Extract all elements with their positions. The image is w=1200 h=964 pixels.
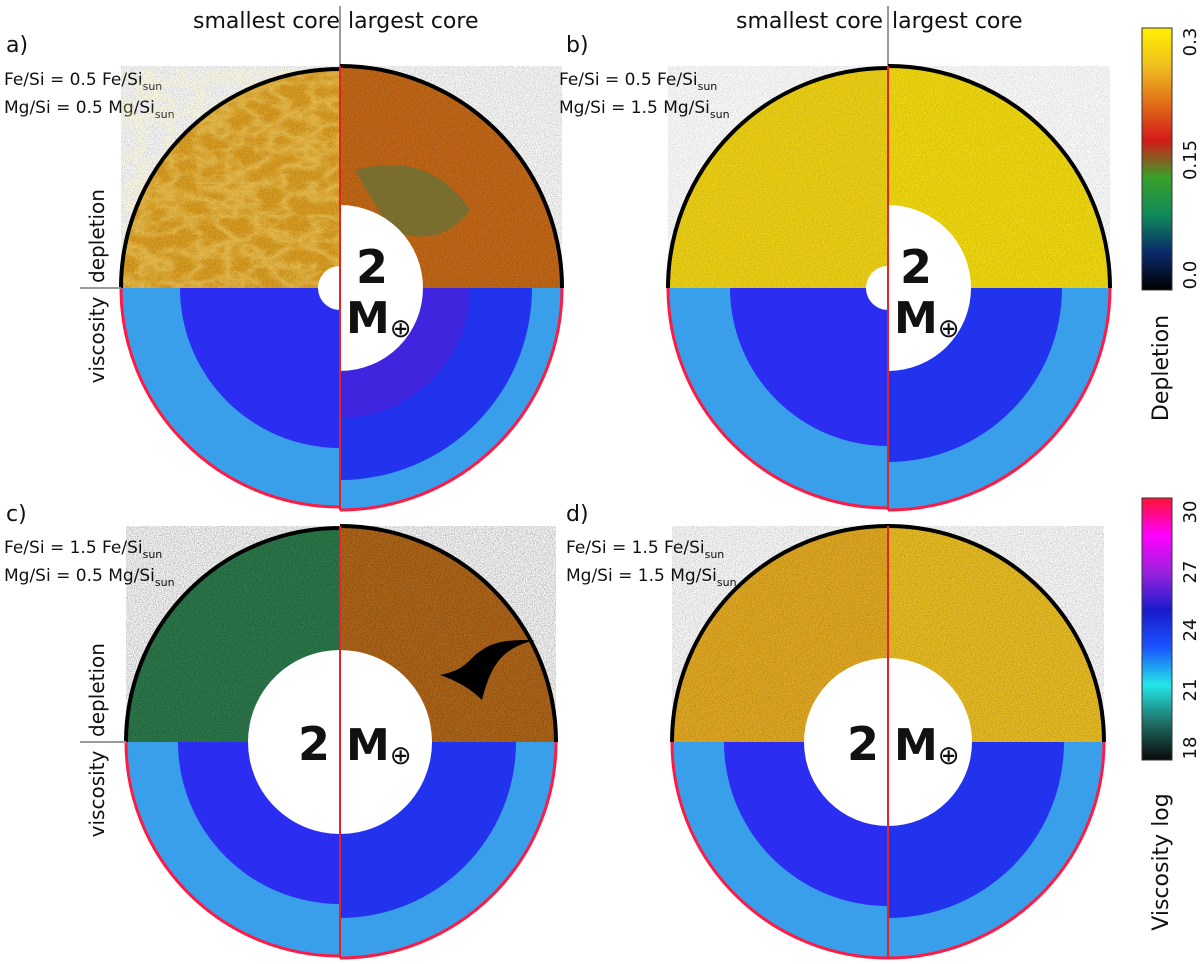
viscosity-tick-4: 18 (1180, 737, 1200, 760)
panel-d: d) Fe/Si = 1.5 Fe/Sisun Mg/Si = 1.5 Mg/S… (566, 502, 1106, 960)
rim-bottom-a (119, 287, 564, 512)
panel-letter-b: b) (566, 33, 589, 58)
viscosity-tick-1: 27 (1180, 561, 1200, 584)
fe-si-label-b: Fe/Si = 0.5 Fe/Sisun (559, 70, 717, 93)
header-smallest-core-b: smallest core (736, 9, 883, 34)
panel-b: b) Fe/Si = 0.5 Fe/Sisun Mg/Si = 1.5 Mg/S… (559, 6, 1112, 512)
rim-top-b (666, 64, 1112, 289)
panel-letter-c: c) (6, 502, 27, 527)
rim-bottom-c (124, 741, 558, 960)
depletion-tick-2: 0.0 (1180, 261, 1200, 290)
fe-si-label-c: Fe/Si = 1.5 Fe/Sisun (4, 538, 162, 561)
core-largest-b (888, 205, 971, 371)
mass-number-c: 2 (298, 717, 330, 771)
rim-bottom-b (666, 287, 1112, 512)
mass-label-a: M⊕ (346, 293, 412, 344)
panel-a: a) Fe/Si = 0.5 Fe/Sisun Mg/Si = 0.5 Mg/S… (4, 6, 564, 512)
mass-number-b: 2 (900, 240, 932, 294)
core-smallest-a (318, 266, 340, 310)
mg-si-label-b: Mg/Si = 1.5 Mg/Sisun (559, 98, 730, 121)
mass-label-d: M⊕ (894, 720, 960, 771)
viscosity-colorbar-gradient (1141, 497, 1173, 761)
viscosity-colorbar: 30 27 24 21 18 Viscosity log (1141, 497, 1200, 931)
side-label-depletion-a: depletion (85, 189, 109, 283)
mg-si-label-d: Mg/Si = 1.5 Mg/Sisun (566, 566, 737, 589)
depletion-tick-1: 0.15 (1180, 140, 1200, 180)
depletion-tick-0: 0.3 (1180, 28, 1200, 57)
depletion-swirl-a (121, 69, 340, 288)
viscosity-colorbar-title: Viscosity log (1149, 793, 1174, 930)
header-largest-core-a: largest core (348, 9, 479, 34)
viscosity-left-inner-a (180, 288, 340, 448)
mass-number-d: 2 (847, 717, 879, 771)
header-smallest-core-a: smallest core (193, 9, 340, 34)
mg-si-label-a: Mg/Si = 0.5 Mg/Sisun (4, 98, 175, 121)
depletion-colorbar-title: Depletion (1149, 315, 1174, 421)
mg-si-label-c: Mg/Si = 0.5 Mg/Sisun (4, 566, 175, 589)
panel-letter-a: a) (6, 33, 28, 58)
viscosity-tick-3: 21 (1180, 679, 1200, 702)
panel-letter-d: d) (566, 502, 589, 527)
rim-top-c (124, 524, 558, 743)
rim-top-a (119, 64, 564, 289)
side-label-viscosity-a: viscosity (85, 296, 109, 383)
side-label-depletion-c: depletion (85, 643, 109, 737)
core-smallest-b (866, 266, 888, 310)
core-largest-a (340, 205, 423, 371)
header-largest-core-b: largest core (892, 9, 1023, 34)
depletion-colorbar-gradient (1141, 27, 1173, 291)
mass-number-a: 2 (356, 240, 388, 294)
fe-si-label-d: Fe/Si = 1.5 Fe/Sisun (566, 538, 724, 561)
planet-disc-b (666, 64, 1112, 512)
viscosity-tick-0: 30 (1180, 501, 1200, 524)
mass-label-c: M⊕ (346, 720, 412, 771)
side-label-viscosity-c: viscosity (85, 750, 109, 837)
viscosity-left-inner-b (730, 288, 888, 446)
planet-disc-d (670, 523, 1106, 960)
panel-c: c) Fe/Si = 1.5 Fe/Sisun Mg/Si = 0.5 Mg/S… (4, 502, 558, 960)
viscosity-tick-2: 24 (1180, 619, 1200, 642)
planet-disc-c (80, 524, 558, 960)
black-plume-c (440, 640, 535, 700)
planet-disc-a (80, 64, 564, 512)
mass-label-b: M⊕ (894, 293, 960, 344)
depletion-colorbar: 0.3 0.15 0.0 Depletion (1141, 27, 1200, 421)
fe-si-label-a: Fe/Si = 0.5 Fe/Sisun (4, 70, 162, 93)
